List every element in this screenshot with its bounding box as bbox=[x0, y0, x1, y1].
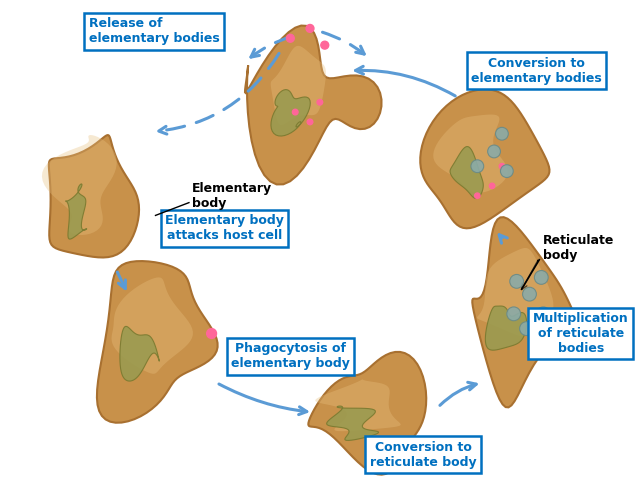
Circle shape bbox=[317, 99, 323, 105]
Circle shape bbox=[499, 163, 505, 169]
Circle shape bbox=[536, 307, 550, 321]
Circle shape bbox=[475, 193, 480, 199]
PathPatch shape bbox=[271, 46, 326, 125]
Circle shape bbox=[489, 183, 495, 188]
Text: Conversion to
elementary bodies: Conversion to elementary bodies bbox=[471, 57, 602, 85]
Circle shape bbox=[501, 165, 513, 177]
PathPatch shape bbox=[433, 115, 508, 193]
Circle shape bbox=[471, 160, 483, 173]
Circle shape bbox=[510, 274, 524, 288]
Circle shape bbox=[496, 127, 508, 140]
Circle shape bbox=[306, 25, 314, 32]
Text: Elementary
body: Elementary body bbox=[192, 182, 272, 210]
PathPatch shape bbox=[477, 248, 554, 336]
Circle shape bbox=[534, 270, 548, 284]
Text: Elementary body
attacks host cell: Elementary body attacks host cell bbox=[165, 214, 284, 242]
Text: Multiplication
of reticulate
bodies: Multiplication of reticulate bodies bbox=[533, 312, 629, 355]
Circle shape bbox=[206, 329, 217, 338]
Circle shape bbox=[321, 41, 329, 49]
Circle shape bbox=[307, 119, 313, 125]
PathPatch shape bbox=[49, 135, 139, 257]
PathPatch shape bbox=[450, 147, 483, 199]
PathPatch shape bbox=[327, 406, 378, 441]
Circle shape bbox=[522, 287, 536, 301]
PathPatch shape bbox=[308, 352, 426, 475]
PathPatch shape bbox=[66, 184, 87, 239]
PathPatch shape bbox=[271, 90, 310, 136]
Text: Reticulate
body: Reticulate body bbox=[543, 234, 615, 262]
Text: Release of
elementary bodies: Release of elementary bodies bbox=[89, 17, 219, 45]
PathPatch shape bbox=[472, 217, 580, 407]
PathPatch shape bbox=[42, 135, 117, 235]
Circle shape bbox=[507, 307, 520, 321]
PathPatch shape bbox=[420, 89, 550, 228]
Text: Conversion to
reticulate body: Conversion to reticulate body bbox=[370, 441, 476, 469]
Circle shape bbox=[287, 34, 294, 42]
Circle shape bbox=[536, 323, 550, 337]
Text: Phagocytosis of
elementary body: Phagocytosis of elementary body bbox=[231, 342, 350, 370]
Circle shape bbox=[488, 145, 501, 158]
PathPatch shape bbox=[245, 26, 382, 185]
PathPatch shape bbox=[97, 261, 218, 423]
PathPatch shape bbox=[111, 277, 193, 374]
PathPatch shape bbox=[120, 326, 159, 381]
PathPatch shape bbox=[315, 379, 401, 431]
Circle shape bbox=[292, 109, 298, 115]
Circle shape bbox=[520, 321, 533, 335]
PathPatch shape bbox=[485, 306, 527, 350]
